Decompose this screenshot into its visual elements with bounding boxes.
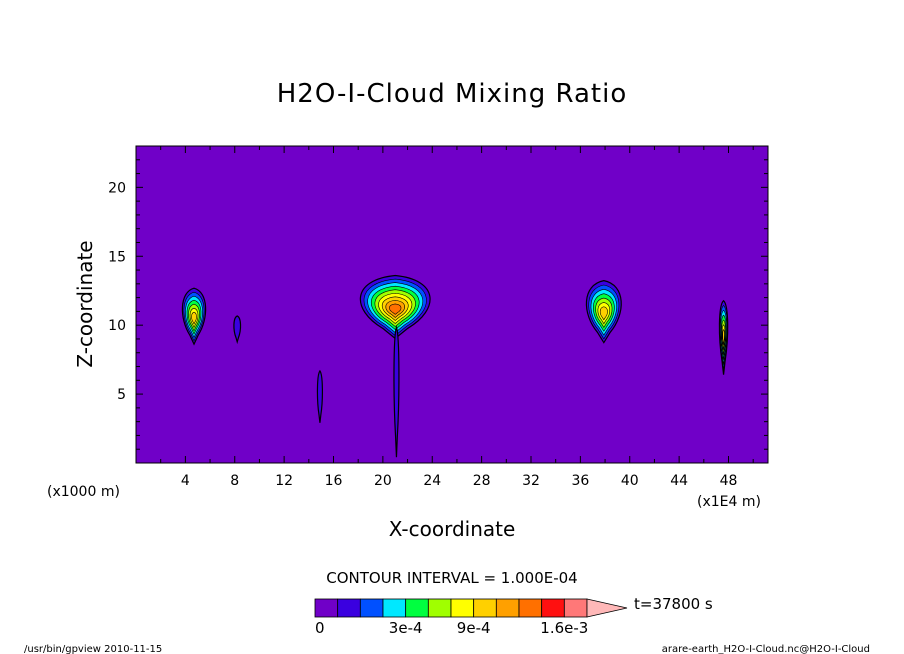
colorbar-cell-11 [563,598,588,618]
colorbar-label-1: 3e-4 [389,619,423,637]
x-tick-label-7: 32 [522,473,540,489]
x-axis-label: X-coordinate [389,517,516,541]
x-tick-label-9: 40 [621,473,639,489]
colorbar-cell-4 [405,598,429,618]
colorbar-cell-7 [473,598,497,618]
x-tick-label-3: 16 [325,473,343,489]
time-label: t=37800 s [634,595,713,613]
contour-feature-0-level-7 [191,311,197,325]
colorbar-triangle [586,598,628,618]
contour-feature-4-level-1 [393,325,400,458]
colorbar-cell-0 [314,598,339,618]
y-tick-label-0: 5 [117,387,126,403]
colorbar [314,598,628,618]
y-tick-label-2: 15 [108,249,126,265]
contour-interval: CONTOUR INTERVAL = 1.000E-04 [326,569,577,587]
x-tick-label-6: 28 [473,473,491,489]
colorbar-labels: 0 3e-4 9e-4 1.6e-3 [315,619,588,637]
x-tick-label-0: 4 [181,473,190,489]
x-tick-label-1: 8 [230,473,239,489]
y-tick-label-1: 10 [108,318,126,334]
colorbar-label-3: 1.6e-3 [540,619,588,637]
colorbar-cell-3 [382,598,407,618]
x-unit-left: (x1000 m) [47,484,120,500]
contour-feature-1-level-1 [233,315,242,345]
colorbar-label-2: 9e-4 [457,619,491,637]
x-tick-label-4: 20 [374,473,392,489]
footer-source: arare-earth_H2O-I-Cloud.nc@H2O-I-Cloud [662,644,870,654]
x-unit-right: (x1E4 m) [697,494,761,510]
colorbar-cell-10 [541,598,565,618]
contour-feature-6-level-7 [722,329,725,346]
colorbar-label-0: 0 [315,619,325,637]
colorbar-cell-6 [450,598,475,618]
colorbar-cell-8 [495,598,520,618]
x-tick-label-2: 12 [275,473,293,489]
contour-features [181,274,729,458]
x-tick-label-5: 24 [423,473,441,489]
colorbar-cell-5 [427,598,452,618]
footer-program: /usr/bin/gpview 2010-11-15 [24,644,162,654]
y-tick-label-3: 20 [108,180,126,196]
colorbar-cell-1 [337,598,361,618]
y-axis-ticks: 5 10 15 20 [108,159,768,450]
colorbar-cell-2 [359,598,384,618]
plot-frame [135,145,769,464]
x-axis-ticks: 4 8 12 16 20 24 28 32 36 40 44 48 [160,146,754,489]
x-tick-label-10: 44 [670,473,688,489]
contour-feature-5-level-7 [599,306,608,321]
plot-background [136,146,768,463]
y-axis-label: Z-coordinate [73,240,97,367]
chart-title: H2O-I-Cloud Mixing Ratio [277,79,628,109]
contour-feature-3-level-9 [389,303,402,315]
contour-feature-2-level-1 [316,369,323,423]
x-tick-label-11: 48 [720,473,738,489]
colorbar-cell-9 [518,598,543,618]
x-tick-label-8: 36 [571,473,589,489]
